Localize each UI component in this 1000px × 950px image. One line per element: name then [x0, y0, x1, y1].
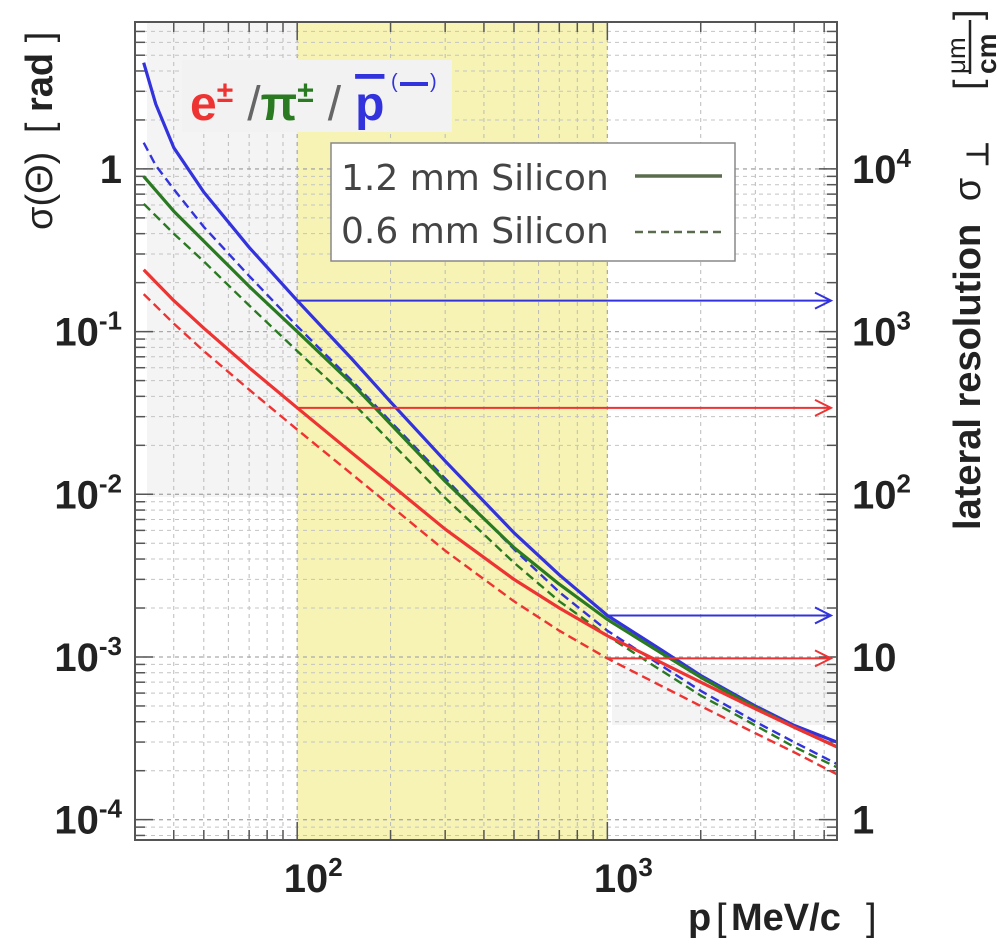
y-tick-label-2-exp: -2 — [99, 468, 122, 498]
x-axis-title: p [ MeV/c ] — [688, 897, 877, 939]
x-tick-label-0-base: 10 — [284, 857, 329, 901]
y2-tick-label-1: 103 — [852, 306, 911, 355]
y2-axis-label: lateral resolution — [947, 224, 989, 530]
y2-tick-label-1-exp: 3 — [897, 306, 911, 336]
svg-text:σ(Θ) [ rad ]: σ(Θ) [ rad ] — [19, 32, 61, 230]
arrow-head-1 — [814, 398, 834, 417]
y-tick-label-1-exp: -1 — [99, 306, 122, 336]
x-axis-bracket-open: [ — [716, 897, 727, 939]
y-axis-bracket-close: ] — [19, 32, 61, 43]
y2-tick-label-2: 102 — [852, 468, 911, 517]
x-axis-label: p — [688, 897, 711, 939]
y-tick-label-2: 10-2 — [54, 468, 122, 517]
y2-tick-label-4-base: 1 — [852, 799, 874, 843]
arrow-head-2 — [814, 606, 834, 625]
series-line-4 — [142, 268, 838, 749]
legend: 1.2 mm Silicon 0.6 mm Silicon — [330, 142, 736, 262]
particle-label-2-reset — [314, 78, 318, 131]
y2-axis-title: lateral resolution σ ⊥ [ μm cm ] — [941, 9, 1000, 530]
series-line-5 — [142, 293, 838, 776]
arrow-head-3 — [814, 649, 834, 668]
y-tick-label-0-base: 1 — [100, 148, 122, 192]
y2-axis-unit-num: μm — [941, 37, 971, 74]
y2-tick-label-1-base: 10 — [852, 311, 897, 355]
y-tick-label-3-exp: -3 — [99, 631, 122, 661]
y-axis-label: σ(Θ) — [19, 152, 61, 230]
y2-axis-symbol: σ — [947, 178, 989, 201]
series-layer — [142, 62, 838, 776]
y-tick-label-2-base: 10 — [54, 473, 99, 517]
y-axis-unit: rad — [19, 53, 61, 112]
y-tick-label-4-exp: -4 — [99, 794, 123, 824]
y2-tick-label-0: 104 — [852, 143, 912, 192]
particle-label-3: / — [328, 78, 342, 131]
y-tick-label-3-base: 10 — [54, 636, 99, 680]
y-tick-label-1: 10-1 — [54, 306, 122, 355]
series-line-1 — [142, 142, 838, 766]
plot-frame — [134, 21, 838, 841]
y-tick-label-1-base: 10 — [54, 311, 99, 355]
particle-label-background — [182, 60, 452, 132]
svg-text:lateral resolution σ: lateral resolution σ ⊥ — [947, 141, 995, 530]
y-tick-label-4: 10-4 — [54, 794, 122, 843]
y-axis-bracket-open: [ — [19, 122, 61, 133]
particle-label-text: e± /π± / p — [190, 76, 384, 131]
particle-label-0: e — [190, 78, 217, 131]
legend-box — [330, 142, 736, 262]
x-tick-label-0-exp: 2 — [328, 852, 342, 882]
x-tick-label-1: 103 — [594, 852, 653, 901]
particle-label-0-reset — [233, 78, 237, 131]
arrow-head-0 — [814, 291, 834, 310]
y-tick-label-4-base: 10 — [54, 799, 99, 843]
legend-label-solid: 1.2 mm Silicon — [341, 158, 609, 199]
x-axis-unit: MeV/c — [731, 897, 841, 939]
y2-axis-bracket-open: [ — [947, 79, 989, 90]
axis-ticks — [134, 21, 837, 840]
y2-tick-label-0-exp: 4 — [897, 143, 912, 173]
particle-label-4: p — [355, 78, 384, 131]
x-tick-label-1-base: 10 — [594, 857, 639, 901]
y-tick-label-3: 10-3 — [54, 631, 122, 680]
y2-tick-label-2-base: 10 — [852, 473, 897, 517]
particle-label-0-sup: ± — [217, 76, 233, 109]
series-line-2 — [142, 175, 838, 749]
y2-axis-unit-den: cm — [971, 34, 1000, 74]
x-tick-label-0: 102 — [284, 852, 343, 901]
y-tick-labels: 110-110-210-310-4 — [54, 148, 122, 843]
y2-axis-bracket-close: ] — [947, 9, 989, 20]
y2-tick-label-4: 1 — [852, 799, 874, 843]
antiproton-paren-left: ( — [391, 71, 398, 93]
particle-label-2: π — [261, 78, 298, 131]
y-tick-label-0: 1 — [100, 148, 122, 192]
arrow-layer — [297, 291, 834, 668]
y2-tick-label-0-base: 10 — [852, 148, 897, 192]
series-line-3 — [142, 202, 838, 769]
x-tick-labels: 102 103 — [284, 852, 653, 901]
legend-label-dashed: 0.6 mm Silicon — [341, 211, 609, 252]
particle-label-1: / — [247, 78, 261, 131]
particle-label-2-sup: ± — [297, 76, 313, 109]
particle-label-box: e± /π± / p() — [182, 60, 452, 132]
y2-tick-label-2-exp: 2 — [897, 468, 911, 498]
y2-axis-subscript: ⊥ — [962, 141, 995, 167]
antiproton-paren-right: ) — [430, 71, 437, 93]
x-axis-bracket-close: ] — [866, 897, 877, 939]
y2-tick-label-3: 10 — [852, 636, 897, 680]
x-tick-label-1-exp: 3 — [638, 852, 652, 882]
y2-tick-label-3-base: 10 — [852, 636, 897, 680]
y-axis-title: σ(Θ) [ rad ] — [19, 32, 61, 230]
